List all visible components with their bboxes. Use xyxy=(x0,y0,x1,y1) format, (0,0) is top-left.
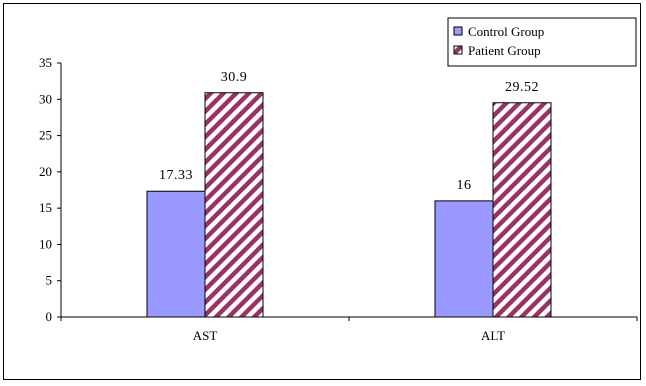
bar-patient-group-ast xyxy=(204,92,264,318)
legend: Control Group Patient Group xyxy=(447,17,637,67)
legend-box xyxy=(447,17,637,67)
data-label: 29.52 xyxy=(505,80,539,95)
data-label: 30.9 xyxy=(221,70,248,85)
bar-chart: 0 5 10 15 20 25 30 35 AST ALT 17.33 30.9 16 29.52 Co… xyxy=(39,17,638,343)
data-label: 17.33 xyxy=(159,168,193,183)
y-tick-label: 25 xyxy=(39,128,52,143)
bar-control-group-ast xyxy=(146,190,206,318)
legend-label: Control Group xyxy=(468,24,544,39)
y-tick-label: 30 xyxy=(39,91,52,106)
bars: 17.33 30.9 16 29.52 xyxy=(146,70,552,318)
data-label: 16 xyxy=(457,178,472,193)
legend-label: Patient Group xyxy=(468,43,541,58)
legend-swatch xyxy=(453,45,463,55)
y-tick-label: 35 xyxy=(39,55,52,70)
y-tick-label: 20 xyxy=(39,164,52,179)
y-tick-label: 10 xyxy=(39,236,52,251)
x-tick-label: ALT xyxy=(481,328,505,343)
legend-swatch xyxy=(453,26,463,36)
bar-control-group-alt xyxy=(434,200,494,318)
chart-frame: 0 5 10 15 20 25 30 35 AST ALT 17.33 30.9 16 29.52 Co… xyxy=(3,3,641,380)
x-tick-label: AST xyxy=(193,328,218,343)
y-tick-label: 0 xyxy=(46,309,53,324)
y-tick-label: 5 xyxy=(46,273,53,288)
y-tick-label: 15 xyxy=(39,200,52,215)
bar-patient-group-alt xyxy=(492,102,552,318)
